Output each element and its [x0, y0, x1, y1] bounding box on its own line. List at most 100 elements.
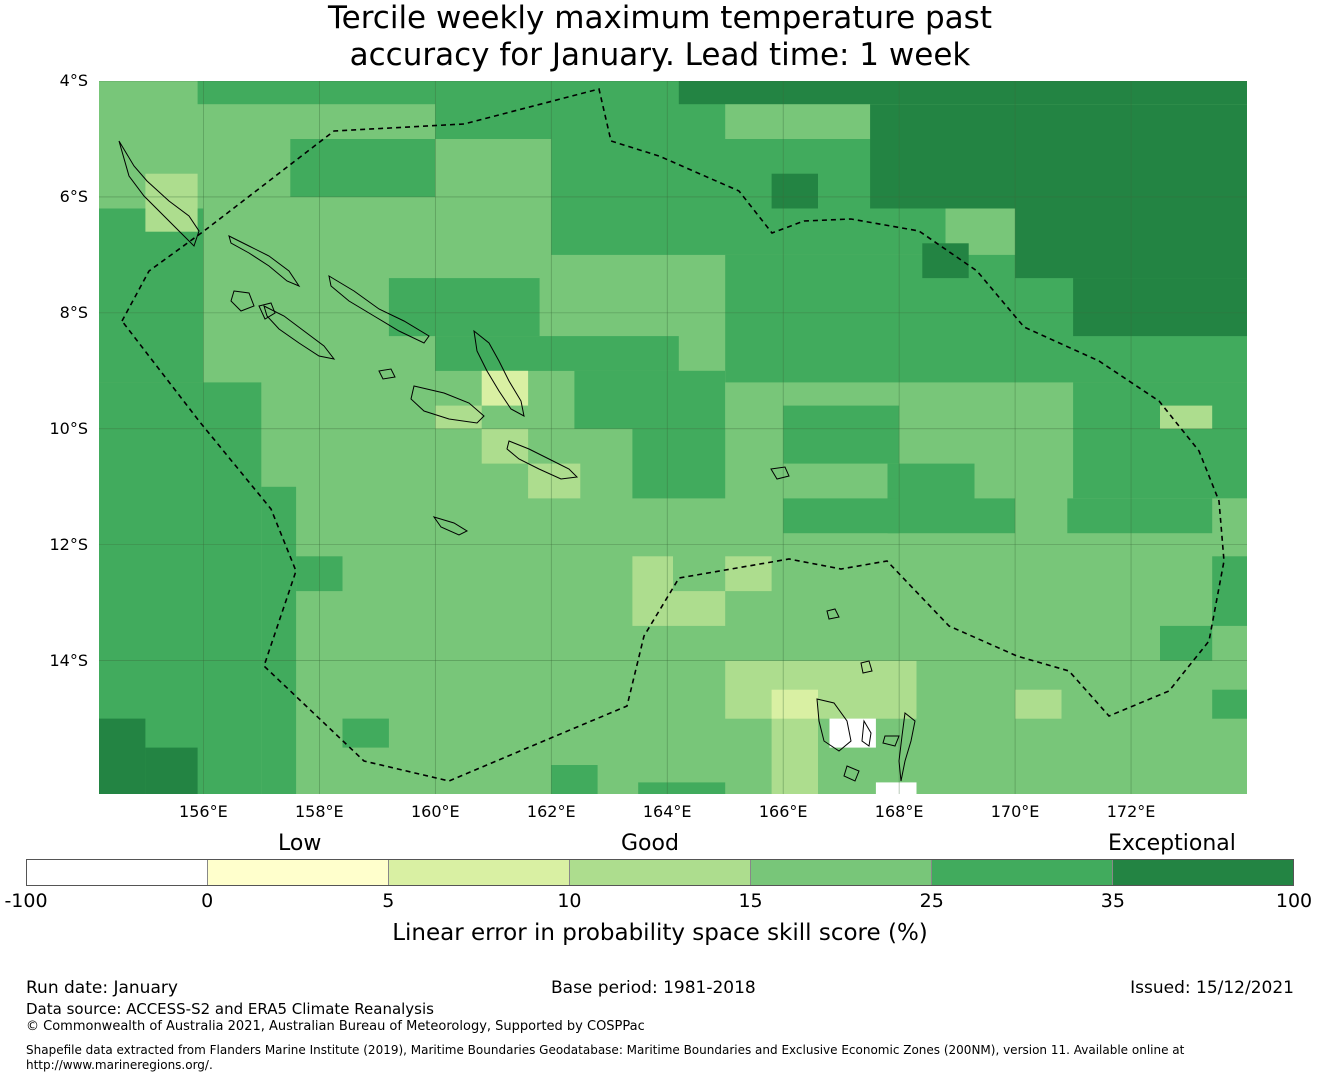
grid-cell — [725, 660, 917, 719]
island-santa-isabel — [328, 274, 430, 344]
lon-tick-label: 162°E — [526, 802, 576, 821]
lon-tick-label: 158°E — [294, 802, 344, 821]
colorbar-tick-label: 5 — [382, 890, 395, 912]
eez-solomon-islands — [121, 88, 1225, 782]
lon-tick-label: 156°E — [179, 802, 228, 821]
grid-cell — [673, 591, 726, 626]
colorbar-segment — [27, 860, 208, 885]
grid-cell — [1015, 689, 1062, 719]
data-source: Data source: ACCESS-S2 and ERA5 Climate … — [26, 1000, 434, 1018]
grid-cell — [481, 428, 529, 464]
grid-cell — [551, 765, 598, 794]
grid-cell — [342, 81, 436, 105]
copyright-notice: © Commonwealth of Australia 2021, Austra… — [26, 1019, 645, 1034]
colorbar-tick-label: -100 — [4, 890, 48, 912]
map-canvas — [99, 81, 1247, 794]
grid-cell — [829, 718, 876, 748]
lon-tick-label: 164°E — [642, 802, 692, 821]
colorbar-tick-label: 15 — [738, 890, 763, 912]
legend-category-exceptional: Exceptional — [1108, 831, 1236, 856]
colorbar-segment — [389, 860, 570, 885]
map-gridlines — [99, 81, 1247, 794]
island-rennell-east — [826, 608, 840, 620]
grid-cell — [99, 208, 204, 383]
island-malaita — [473, 329, 525, 417]
island-florida — [378, 368, 396, 380]
grid-cell — [1212, 689, 1247, 719]
grid-cell — [771, 689, 818, 719]
island-vella-lavella — [230, 290, 255, 312]
grid-cell — [1067, 498, 1213, 534]
lon-tick-label: 160°E — [410, 802, 460, 821]
colorbar-title: Linear error in probability space skill … — [392, 920, 928, 946]
colorbar-segment — [208, 860, 389, 885]
colorbar-tick-label: 25 — [919, 890, 944, 912]
grid-cell — [342, 718, 389, 748]
colorbar — [26, 859, 1294, 886]
island-makira — [506, 440, 579, 480]
grid-cell — [1160, 625, 1213, 661]
island-guadalcanal — [410, 385, 485, 424]
colorbar-segment — [570, 860, 751, 885]
grid-cell — [435, 81, 726, 139]
grid-cell — [632, 556, 673, 626]
run-date: Run date: January — [26, 978, 178, 998]
colorbar-tick-label: 100 — [1275, 890, 1313, 912]
island-choiseul — [228, 235, 301, 288]
grid-cell — [290, 139, 436, 197]
grid-cell — [725, 556, 772, 592]
issued-date: Issued: 15/12/2021 — [1130, 978, 1294, 998]
island-efate — [898, 712, 916, 782]
colorbar-tick-label: 0 — [201, 890, 214, 912]
shapefile-credit: Shapefile data extracted from Flanders M… — [26, 1043, 1185, 1072]
colorbar-tick-label: 10 — [557, 890, 582, 912]
island-bougainville — [118, 140, 200, 247]
chart-title: Tercile weekly maximum temperature past … — [0, 0, 1320, 74]
coastlines — [118, 140, 916, 782]
grid-cell — [783, 498, 900, 534]
colorbar-segment — [751, 860, 932, 885]
island-malakula — [861, 719, 872, 747]
colorbar-segment — [932, 860, 1113, 885]
skill-score-grid — [99, 81, 1247, 794]
grid-cell — [771, 173, 818, 209]
island-banks — [860, 660, 873, 674]
grid-cell — [1160, 405, 1213, 429]
lat-tick-label: 8°S — [59, 302, 88, 322]
island-ambrym — [882, 735, 900, 747]
colorbar-segment — [1113, 860, 1293, 885]
title-line-1: Tercile weekly maximum temperature past — [327, 0, 992, 36]
grid-cell — [1212, 556, 1247, 626]
grid-cell — [771, 718, 818, 794]
grid-cell — [887, 463, 975, 534]
grid-cell — [678, 81, 1247, 105]
grid-cell — [1073, 278, 1247, 337]
map-panel[interactable] — [99, 81, 1247, 794]
legend-category-good: Good — [621, 831, 679, 856]
grid-cell — [261, 486, 297, 794]
island-rennell — [432, 516, 469, 536]
lat-tick-label: 12°S — [49, 534, 88, 554]
eez-boundaries — [121, 88, 1225, 782]
lon-tick-label: 170°E — [990, 802, 1040, 821]
colorbar-tick-label: 35 — [1100, 890, 1125, 912]
grid-cell — [435, 405, 482, 429]
grid-cell — [388, 278, 540, 337]
legend-category-low: Low — [278, 831, 322, 856]
island-tanna — [843, 765, 860, 782]
lat-tick-label: 10°S — [49, 418, 88, 438]
lon-tick-label: 166°E — [758, 802, 808, 821]
grid-cell — [632, 428, 726, 499]
grid-cell — [435, 336, 679, 371]
grid-cell — [574, 370, 726, 429]
lon-tick-label: 168°E — [874, 802, 924, 821]
island-espiritu-santo — [816, 698, 852, 752]
lon-tick-label: 172°E — [1106, 802, 1156, 821]
grid-cell — [528, 463, 581, 499]
title-line-2: accuracy for January. Lead time: 1 week — [349, 37, 971, 73]
base-period: Base period: 1981-2018 — [551, 978, 756, 998]
grid-cell — [1073, 382, 1247, 499]
grid-cell — [783, 405, 900, 464]
grid-cell — [145, 747, 198, 794]
grid-cell — [197, 81, 343, 105]
